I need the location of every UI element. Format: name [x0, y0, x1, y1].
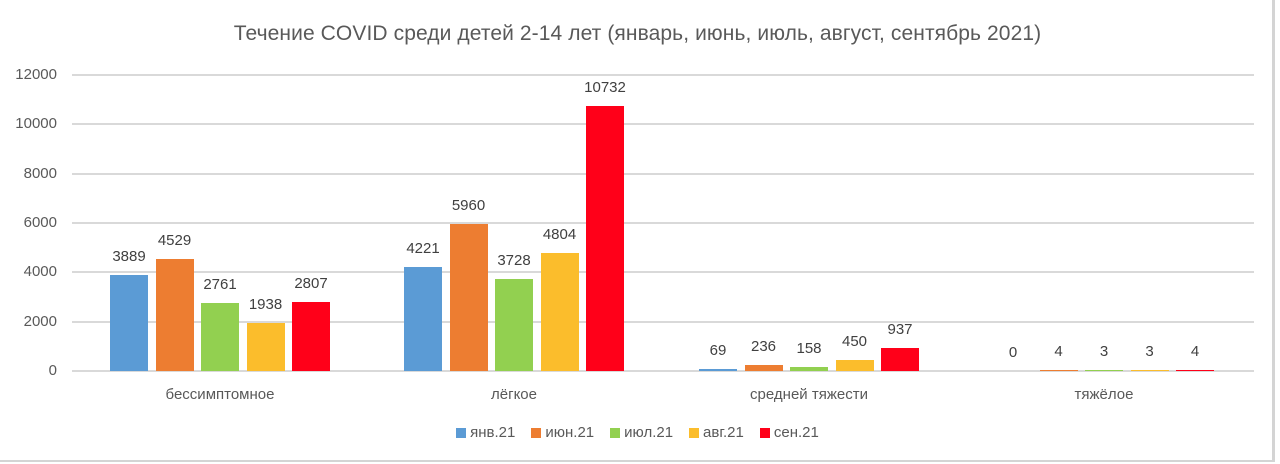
legend-label: авг.21 — [703, 424, 744, 441]
chart-legend: янв.21 июн.21 июл.21 авг.21 сен.21 — [0, 424, 1275, 441]
value-label: 69 — [709, 342, 727, 360]
y-tick-label: 8000 — [23, 164, 57, 182]
bar — [699, 369, 737, 371]
gridline — [72, 74, 1254, 76]
bar — [1085, 370, 1123, 371]
y-tick-label: 12000 — [15, 66, 57, 83]
legend-item: июн.21 — [531, 424, 594, 441]
bar — [881, 347, 919, 371]
legend-label: июн.21 — [545, 424, 595, 441]
value-label: 10732 — [584, 79, 626, 97]
legend-swatch-icon — [610, 427, 621, 438]
value-label: 450 — [841, 332, 868, 350]
bar — [246, 323, 285, 371]
legend-label: янв.21 — [470, 424, 516, 441]
bar — [110, 275, 148, 371]
legend-label: сен.21 — [773, 424, 819, 441]
value-label: 3728 — [497, 252, 531, 270]
value-label: 2761 — [203, 275, 237, 293]
value-label: 4804 — [542, 225, 577, 243]
bar — [155, 259, 194, 371]
category-label: тяжёлое — [1074, 386, 1134, 403]
bar — [495, 279, 533, 371]
bar — [201, 302, 239, 371]
chart-title: Течение COVID среди детей 2-14 лет (янва… — [233, 22, 1042, 45]
legend-swatch-icon — [456, 427, 467, 438]
value-label: 4221 — [406, 239, 440, 257]
value-label: 1938 — [248, 296, 283, 314]
y-tick-label: 4000 — [23, 263, 57, 281]
legend-item: авг.21 — [689, 424, 744, 441]
value-label: 3889 — [112, 248, 146, 266]
legend-item: сен.21 — [759, 424, 819, 441]
bar — [404, 266, 442, 371]
category-label: бессимптомное — [165, 386, 275, 403]
value-label: 0 — [1008, 344, 1018, 361]
value-label: 158 — [796, 340, 822, 358]
category-label: средней тяжести — [750, 386, 868, 403]
value-label: 5960 — [451, 196, 486, 214]
value-label: 937 — [887, 320, 913, 338]
bar — [835, 359, 874, 371]
legend-item: янв.21 — [456, 424, 515, 441]
category-label: лёгкое — [491, 386, 537, 403]
value-label: 3 — [1099, 343, 1109, 360]
y-tick-label: 0 — [48, 362, 57, 379]
y-tick-label: 6000 — [23, 214, 57, 231]
legend-swatch-icon — [689, 427, 700, 438]
legend-item: июл.21 — [610, 424, 673, 441]
legend-swatch-icon — [531, 427, 542, 438]
legend-swatch-icon — [759, 427, 770, 438]
y-tick-label: 10000 — [15, 115, 57, 133]
bar — [1176, 370, 1214, 371]
bar — [1130, 370, 1169, 371]
gridline — [72, 123, 1254, 126]
bar — [744, 365, 783, 371]
value-label: 4 — [1190, 343, 1200, 360]
value-label: 2807 — [294, 274, 328, 292]
value-label: 4529 — [157, 232, 192, 250]
gridline — [72, 370, 1254, 372]
gridline — [72, 320, 1254, 323]
gridline — [72, 271, 1254, 274]
value-label: 236 — [750, 338, 777, 356]
legend-label: июл.21 — [624, 424, 674, 441]
bar — [292, 301, 330, 371]
bar — [449, 223, 488, 371]
bar — [540, 252, 579, 371]
value-label: 4 — [1054, 343, 1063, 360]
gridline — [72, 172, 1254, 175]
gridline — [72, 222, 1254, 224]
value-label: 3 — [1145, 343, 1154, 360]
y-tick-label: 2000 — [23, 312, 57, 330]
bar — [586, 106, 624, 371]
bar — [1039, 370, 1078, 371]
bar — [790, 367, 828, 371]
